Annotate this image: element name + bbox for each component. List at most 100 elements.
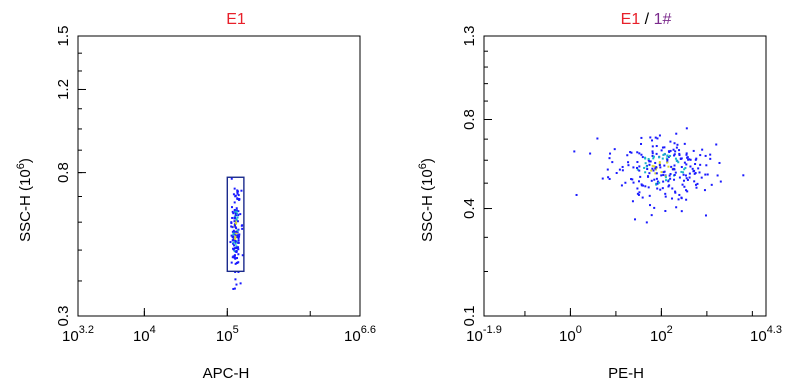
plot-right-point xyxy=(638,191,641,194)
plot-right-point xyxy=(672,148,675,151)
plot-left-point xyxy=(236,198,239,201)
plot-right-point xyxy=(661,146,664,149)
plot-left-gate[interactable] xyxy=(226,176,245,273)
plot-right-point xyxy=(642,184,645,187)
plot-right-y-label-exp: 6 xyxy=(417,163,429,169)
plot-right-point xyxy=(663,146,666,149)
plot-right-point xyxy=(640,153,643,156)
plot-left-point xyxy=(238,198,241,201)
plot-right-point xyxy=(636,187,639,190)
plot-right-point xyxy=(655,166,658,169)
plot-right-point xyxy=(656,137,659,140)
plot-left-y-label-exp: 6 xyxy=(15,163,27,169)
plot-right-x-ticks: 10-1.9 100 102 104.3 xyxy=(466,308,782,345)
plot-right-x-tick-label-3: 104.3 xyxy=(750,324,782,345)
plot-right-point xyxy=(658,164,661,167)
plot-left-point xyxy=(232,242,235,245)
plot-right-point xyxy=(654,167,657,170)
plot-right-point xyxy=(673,168,676,171)
svg-text:SSC-H (106): SSC-H (106) xyxy=(15,158,34,242)
plot-right-point xyxy=(686,190,689,193)
plot-left-point xyxy=(233,233,236,236)
plot-left-point xyxy=(236,216,239,219)
plot-left-point xyxy=(230,234,233,237)
plot-left-y-label-text: SSC-H xyxy=(17,195,34,242)
plot-left-point xyxy=(234,235,237,238)
plot-right-point xyxy=(688,172,691,175)
plot-right-point xyxy=(689,158,692,161)
plot-left-point xyxy=(232,193,235,196)
plot-right-point xyxy=(683,185,686,188)
plot-right-point xyxy=(631,200,634,203)
plot-right-point xyxy=(654,136,657,139)
plot-right-point xyxy=(647,159,650,162)
plot-right-point xyxy=(651,154,654,157)
plot-left-y-tick-label-1: 0.8 xyxy=(55,162,72,183)
plot-left-point xyxy=(237,248,240,251)
plot-right-point xyxy=(644,185,647,188)
plot-right-point xyxy=(684,174,687,177)
plot-right-point xyxy=(649,204,652,207)
plot-left-point xyxy=(235,230,238,233)
plot-left-point xyxy=(233,250,236,253)
plot-right-y-tick-label-3: 1.3 xyxy=(461,26,478,47)
plot-right-point xyxy=(611,161,614,164)
plot-right-point xyxy=(674,191,677,194)
plot-left-x-tick-label-0: 103.2 xyxy=(62,324,94,345)
plot-left-point xyxy=(230,225,233,228)
plot-right-point xyxy=(655,172,658,175)
plot-right-point xyxy=(669,149,672,152)
plot-right-point xyxy=(668,151,671,154)
plot-right-point xyxy=(654,168,657,171)
plot-left-point xyxy=(232,241,235,244)
plot-right-point xyxy=(704,173,707,176)
plot-right-point xyxy=(685,177,688,180)
plot-right-point xyxy=(651,167,654,170)
plot-right-point xyxy=(636,166,639,169)
plot-right: E1 / 1# SSC-H (106) PE-H 10-1.9 100 102 104… xyxy=(417,11,782,382)
plot-right-point xyxy=(664,192,667,195)
plot-right-point xyxy=(673,154,676,157)
plot-right-point xyxy=(608,177,611,180)
plot-left-point xyxy=(233,209,236,212)
plot-right-point xyxy=(662,153,665,156)
plot-right-point xyxy=(709,153,712,156)
plot-right-point xyxy=(664,176,667,179)
plot-right-point xyxy=(685,189,688,192)
plot-left-x-tick-label-3: 106.6 xyxy=(344,324,376,345)
plot-left-point xyxy=(233,244,236,247)
plot-left-point xyxy=(235,212,238,215)
plot-left-points xyxy=(229,177,244,290)
plot-right-point xyxy=(685,152,688,155)
plot-left-point xyxy=(237,194,240,197)
plot-left-point xyxy=(229,241,232,244)
plot-right-point xyxy=(678,149,681,152)
plot-right-point xyxy=(636,192,639,195)
plot-left-point xyxy=(235,227,238,230)
plot-right-point xyxy=(695,157,698,160)
plot-right-point xyxy=(629,151,632,154)
plot-left-point xyxy=(237,210,240,213)
plot-right-y-tick-label-0: 0.1 xyxy=(461,306,478,327)
plot-right-point xyxy=(682,171,685,174)
plot-left-point xyxy=(234,225,237,228)
plot-left-point xyxy=(240,189,243,192)
plot-left-point xyxy=(235,231,238,234)
plot-right-point xyxy=(641,196,644,199)
plot-left-point xyxy=(234,212,237,215)
plot-left-point xyxy=(234,194,237,197)
plot-right-point xyxy=(685,198,688,201)
plot-right-point xyxy=(627,164,630,167)
plot-right-point xyxy=(651,145,654,148)
plot-left-point xyxy=(233,254,236,257)
plot-left-point xyxy=(234,222,237,225)
plot-left-point xyxy=(241,254,244,257)
plot-left-point xyxy=(233,287,236,290)
plot-right-point xyxy=(668,184,671,187)
plot-right-point xyxy=(660,171,663,174)
plot-right-point xyxy=(678,152,681,155)
plot-right-point xyxy=(634,218,637,221)
plot-right-point xyxy=(654,161,657,164)
plot-right-point xyxy=(609,152,612,155)
plot-right-point xyxy=(655,177,658,180)
